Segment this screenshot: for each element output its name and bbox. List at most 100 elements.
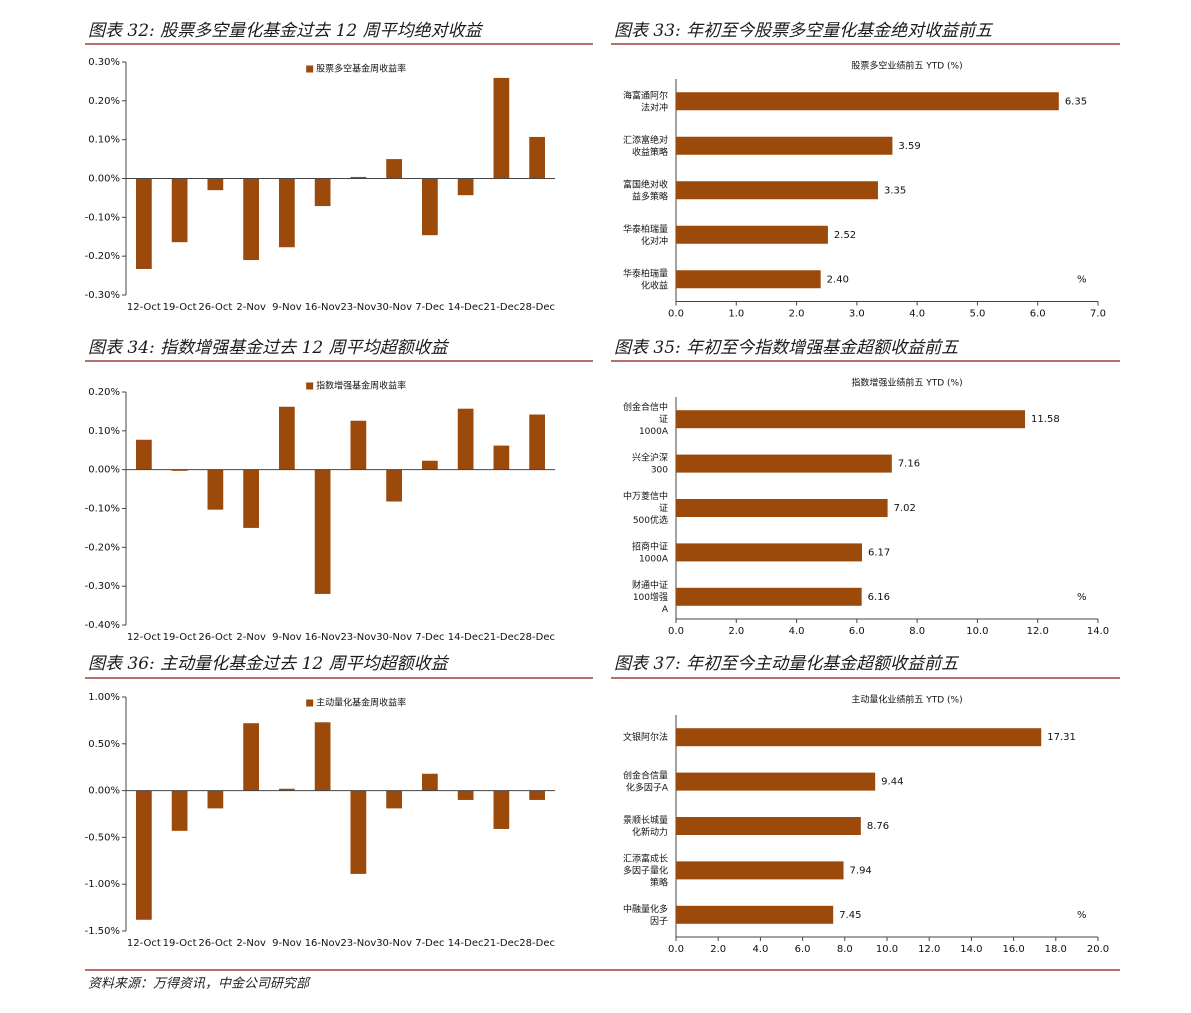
x-tick-label: 21-Dec [484, 632, 520, 643]
bar [676, 181, 878, 200]
chart-subtitle: 指数增强业绩前五 YTD (%) [851, 377, 962, 389]
x-tick-label: 4.0 [909, 309, 925, 320]
y-tick-label: 0.00% [88, 465, 120, 476]
x-tick-label: 23-Nov [340, 938, 376, 949]
category-label: 财通中证 100增强 A [632, 578, 669, 614]
bar [136, 178, 152, 269]
y-tick-label: 0.20% [88, 96, 120, 107]
x-tick-label: 12.0 [918, 944, 940, 955]
category-label: 汇添富绝对收益策略 [623, 133, 668, 157]
bar [314, 722, 331, 791]
annotation: % [1077, 910, 1087, 921]
value-label: 6.16 [868, 592, 890, 603]
bar [676, 410, 1026, 429]
x-tick-label: 3.0 [849, 309, 865, 320]
bar [422, 178, 438, 236]
y-tick-label: 0.10% [88, 135, 120, 146]
category-label: 创金合信量化多因子A [623, 769, 669, 793]
y-tick-label: -0.10% [85, 504, 120, 515]
x-tick-label: 8.0 [837, 944, 853, 955]
y-tick-label: -0.40% [85, 620, 120, 631]
x-tick-label: 18.0 [1045, 944, 1067, 955]
x-tick-label: 20.0 [1087, 944, 1109, 955]
bar [386, 159, 402, 179]
bar [493, 77, 510, 179]
bar [207, 178, 224, 191]
x-tick-label: 2.0 [728, 626, 744, 637]
x-tick-label: 12-Oct [127, 938, 161, 949]
category-label: 中万菱信中证 500优选 [623, 490, 668, 526]
figure-title: 图表 35: 年初至今指数增强基金超额收益前五 [614, 338, 960, 358]
x-tick-label: 5.0 [969, 309, 985, 320]
bar [422, 460, 438, 470]
x-tick-label: 23-Nov [340, 302, 376, 313]
x-tick-label: 14-Dec [448, 632, 484, 643]
x-tick-label: 19-Oct [163, 302, 197, 313]
bar [207, 469, 224, 510]
x-tick-label: 19-Oct [163, 632, 197, 643]
y-tick-label: 0.30% [88, 57, 120, 68]
bar [386, 469, 402, 502]
bar [676, 499, 888, 517]
x-tick-label: 28-Dec [519, 632, 555, 643]
category-label: 文银阿尔法 [623, 731, 668, 743]
bar [350, 420, 367, 470]
x-tick-label: 0.0 [668, 626, 684, 637]
value-label: 7.02 [894, 503, 916, 514]
category-label: 景顺长城量化新动力 [623, 814, 668, 838]
category-label: 汇添富成长多因子量化策略 [623, 852, 668, 888]
x-tick-label: 12-Oct [127, 302, 161, 313]
legend-label: 主动量化基金周收益率 [316, 697, 406, 709]
category-label: 华泰柏瑞量化收益 [623, 267, 668, 291]
x-tick-label: 12.0 [1027, 626, 1049, 637]
x-tick-label: 2.0 [789, 309, 805, 320]
y-tick-label: -0.20% [85, 251, 120, 262]
y-tick-label: 1.00% [88, 692, 120, 703]
x-tick-label: 0.0 [668, 944, 684, 955]
x-tick-label: 30-Nov [376, 302, 412, 313]
category-label: 海富通阿尔法对冲 [623, 89, 668, 113]
figure-title: 图表 32: 股票多空量化基金过去 12 周平均绝对收益 [88, 21, 484, 41]
y-tick-label: 0.50% [88, 739, 120, 750]
annotation: % [1077, 274, 1087, 285]
bar [457, 790, 474, 800]
bar [676, 817, 861, 835]
bar [676, 861, 844, 880]
bar [676, 587, 862, 606]
category-label: 富国绝对收益多策略 [623, 178, 668, 202]
bar [493, 790, 510, 829]
x-tick-label: 30-Nov [376, 632, 412, 643]
y-tick-label: -0.30% [85, 581, 120, 592]
bar [422, 773, 438, 791]
x-tick-label: 14-Dec [448, 302, 484, 313]
bar [386, 790, 402, 809]
x-tick-label: 7-Dec [415, 632, 444, 643]
x-tick-label: 2-Nov [236, 938, 266, 949]
bar [676, 92, 1059, 111]
x-tick-label: 26-Oct [198, 302, 232, 313]
bar [457, 408, 474, 470]
value-label: 11.58 [1031, 414, 1060, 425]
value-label: 6.17 [868, 547, 890, 558]
value-label: 17.31 [1047, 732, 1076, 743]
x-tick-label: 28-Dec [519, 938, 555, 949]
bar [676, 454, 892, 473]
y-tick-label: -1.50% [85, 926, 120, 937]
bar [350, 790, 367, 874]
category-label: 招商中证 1000A [632, 540, 669, 564]
y-tick-label: -1.00% [85, 879, 120, 890]
value-label: 8.76 [867, 821, 889, 832]
value-label: 6.35 [1065, 96, 1087, 107]
figure-title: 图表 34: 指数增强基金过去 12 周平均超额收益 [88, 338, 450, 358]
x-tick-label: 16-Nov [305, 938, 341, 949]
bar [279, 406, 295, 470]
x-tick-label: 19-Oct [163, 938, 197, 949]
y-tick-label: 0.00% [88, 786, 120, 797]
category-label: 中融量化多因子 [623, 902, 668, 926]
legend-label: 指数增强基金周收益率 [316, 380, 406, 392]
category-label: 华泰柏瑞量化对冲 [623, 222, 668, 246]
bar [350, 176, 367, 179]
x-tick-label: 8.0 [909, 626, 925, 637]
y-tick-label: 0.20% [88, 387, 120, 398]
bar [529, 790, 545, 800]
